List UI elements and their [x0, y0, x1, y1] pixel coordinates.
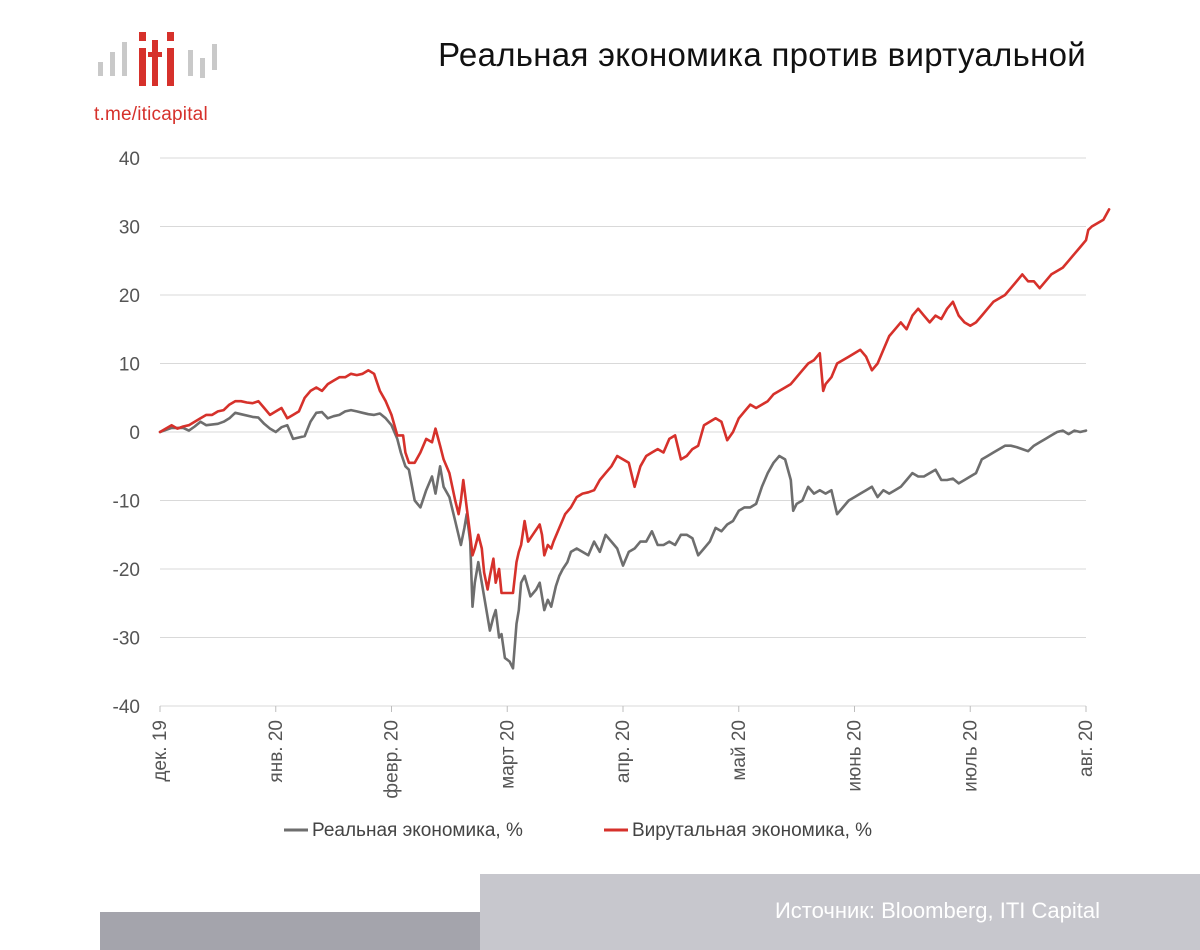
grid-lines: [160, 157, 1086, 707]
y-tick-label: -40: [113, 697, 140, 718]
x-tick-label: дек. 19: [150, 720, 171, 782]
x-tick-label: апр. 20: [613, 720, 634, 783]
footer-bar-dark: [100, 912, 480, 950]
x-tick-label: июль 20: [960, 720, 981, 792]
line-chart: 40 30 20 10 0 -10 -20 -30 -40 дек. 19 янв. 20 февр…: [113, 149, 1111, 841]
y-tick-label: 20: [119, 286, 140, 307]
legend: Реальная экономика, % Вирутальная экономи…: [284, 820, 872, 841]
logo-url[interactable]: t.me/iticapital: [94, 104, 208, 125]
legend-label: Реальная экономика, %: [312, 820, 523, 841]
x-tick-label: июнь 20: [845, 720, 866, 792]
series-line-real: [158, 408, 1088, 670]
y-tick-label: 30: [119, 218, 140, 239]
legend-label: Вирутальная экономика, %: [632, 820, 872, 841]
footer-bar-light: [480, 874, 1200, 950]
iti-logo: [98, 32, 217, 86]
x-tick-label: янв. 20: [266, 720, 287, 783]
series-line-virtual: [158, 208, 1111, 595]
y-tick-label: 10: [119, 355, 140, 376]
y-tick-label: 0: [129, 423, 140, 444]
y-tick-label: -30: [113, 629, 140, 650]
y-tick-label: -10: [113, 492, 140, 513]
y-tick-label: 40: [119, 149, 140, 170]
series-lines: [158, 208, 1111, 670]
x-axis-ticks: дек. 19 янв. 20 февр. 20 март 20 апр. 20 май …: [150, 706, 1097, 799]
chart-title: Реальная экономика против виртуальной: [438, 36, 1086, 73]
y-axis-ticks: 40 30 20 10 0 -10 -20 -30 -40: [113, 149, 140, 718]
x-tick-label: март 20: [497, 720, 518, 789]
x-tick-label: февр. 20: [382, 720, 403, 799]
source-note: Источник: Bloomberg, ITI Capital: [774, 898, 1100, 923]
x-tick-label: авг. 20: [1076, 720, 1097, 777]
y-tick-label: -20: [113, 560, 140, 581]
x-tick-label: май 20: [729, 720, 750, 781]
